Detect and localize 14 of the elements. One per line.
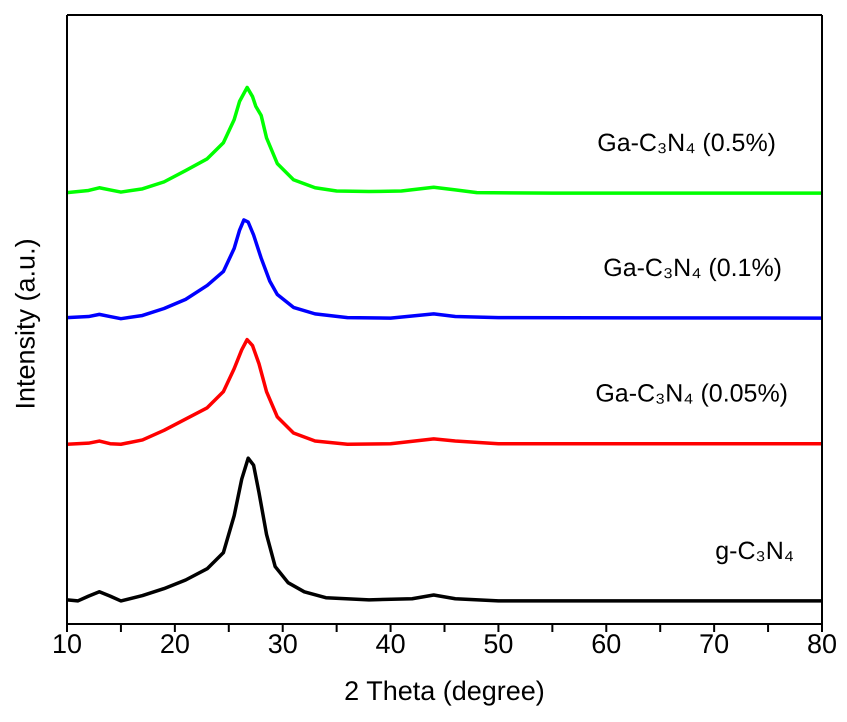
series-label: g-C₃N₄: [715, 536, 794, 565]
x-tick-label: 20: [160, 629, 190, 660]
x-tick-label: 40: [376, 629, 406, 660]
x-tick-label: 30: [268, 629, 298, 660]
series-label: Ga-C₃N₄ (0.5%): [597, 129, 776, 158]
x-tick-label: 80: [806, 629, 838, 660]
x-axis-title: 2 Theta (degree): [344, 676, 545, 706]
x-tick-label: 60: [591, 629, 622, 660]
x-tick-label: 10: [52, 629, 82, 660]
y-axis-title: Intensity (a.u.): [10, 238, 41, 410]
x-tick-label: 70: [699, 629, 730, 660]
x-tick-label: 50: [483, 629, 514, 660]
series-label: Ga-C₃N₄ (0.1%): [603, 254, 782, 282]
series-label: Ga-C₃N₄ (0.05%): [595, 380, 788, 408]
